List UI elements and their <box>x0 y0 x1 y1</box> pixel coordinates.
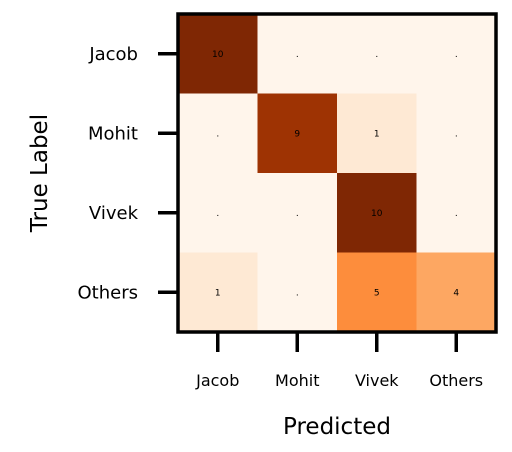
x-axis-title: Predicted <box>283 414 391 440</box>
x-axis-ticks <box>218 332 457 352</box>
cell-label-2-0: . <box>216 209 219 219</box>
x-tick-label-1: Mohit <box>275 371 319 390</box>
cell-label-0-0: 10 <box>212 50 224 60</box>
cell-label-0-1: . <box>296 50 299 60</box>
y-axis-tick-labels: Jacob Mohit Vivek Others <box>78 44 139 304</box>
cell-label-1-2: 1 <box>374 129 380 139</box>
cell-label-1-0: . <box>216 129 219 139</box>
cell-label-0-2: . <box>375 50 378 60</box>
y-axis-title: True Label <box>27 114 53 233</box>
y-tick-label-2: Vivek <box>89 203 139 224</box>
cell-label-1-1: 9 <box>294 129 300 139</box>
y-tick-label-3: Others <box>78 282 139 303</box>
cell-label-3-3: 4 <box>453 288 459 298</box>
x-tick-label-3: Others <box>429 371 483 390</box>
cell-label-2-3: . <box>455 209 458 219</box>
cell-label-3-0: 1 <box>215 288 221 298</box>
cell-label-3-1: . <box>296 288 299 298</box>
cell-label-3-2: 5 <box>374 288 380 298</box>
cell-label-2-2: 10 <box>371 209 383 219</box>
cell-label-2-1: . <box>296 209 299 219</box>
y-tick-label-1: Mohit <box>88 123 138 144</box>
x-tick-label-2: Vivek <box>355 371 399 390</box>
cell-label-0-3: . <box>455 50 458 60</box>
y-axis-ticks <box>158 54 178 293</box>
x-axis-tick-labels: Jacob Mohit Vivek Others <box>195 371 483 390</box>
heatmap-cells <box>178 14 497 333</box>
cell-label-1-3: . <box>455 129 458 139</box>
y-tick-label-0: Jacob <box>88 44 138 65</box>
x-tick-label-0: Jacob <box>195 371 239 390</box>
